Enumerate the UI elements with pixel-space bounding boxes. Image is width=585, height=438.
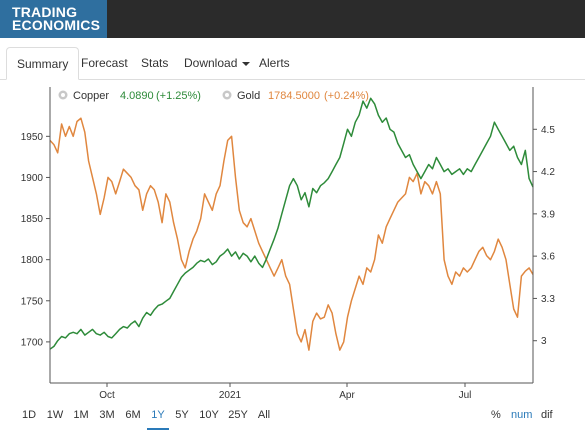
left-tick-label: 1950 [21, 132, 44, 143]
right-tick-label: 4.5 [541, 125, 555, 136]
mode-num[interactable]: num [511, 409, 533, 421]
left-tick-label: 1700 [21, 337, 44, 348]
legend-copper-value: 4.0890 [120, 90, 154, 102]
range-1d[interactable]: 1D [21, 409, 37, 421]
range-bar: 1D 1W 1M 3M 6M 1Y 5Y 10Y 25Y All % num d… [0, 404, 585, 432]
x-tick-label: Apr [339, 390, 355, 401]
range-1m[interactable]: 1M [73, 409, 89, 421]
x-tick-label: 2021 [219, 390, 242, 401]
mode-dif[interactable]: dif [541, 409, 553, 421]
chart-legend: Copper 4.0890 (+1.25%) Gold 1784.5000 (+… [58, 90, 369, 102]
legend-gold-change: (+0.24%) [324, 90, 369, 102]
legend-gold-value: 1784.5000 [268, 90, 320, 102]
brand-line-1: TRADING [12, 4, 78, 20]
tab-bar: Summary Forecast Stats Download Alerts [0, 47, 585, 80]
caret-down-icon [242, 61, 251, 66]
right-tick-label: 3.9 [541, 209, 555, 220]
legend-copper-name: Copper [73, 90, 109, 102]
right-tick-label: 4.2 [541, 167, 555, 178]
x-tick-label: Jul [459, 390, 472, 401]
tab-forecast[interactable]: Forecast [81, 56, 128, 70]
left-tick-label: 1750 [21, 296, 44, 307]
legend-item-copper[interactable]: Copper 4.0890 (+1.25%) [58, 90, 201, 102]
right-tick-label: 3.6 [541, 252, 555, 263]
top-bar: TRADING ECONOMICS [0, 0, 585, 38]
range-all[interactable]: All [257, 409, 271, 421]
left-tick-label: 1900 [21, 173, 44, 184]
tab-summary[interactable]: Summary [6, 47, 80, 80]
right-tick-label: 3.3 [541, 294, 555, 305]
plot-area [49, 97, 534, 351]
range-5y[interactable]: 5Y [175, 409, 189, 421]
tab-download[interactable]: Download [184, 47, 251, 79]
range-1w[interactable]: 1W [46, 409, 64, 421]
brand-line-2: ECONOMICS [12, 17, 101, 33]
x-tick-label: Oct [99, 390, 115, 401]
range-10y[interactable]: 10Y [199, 409, 219, 421]
axes: 1700 1750 1800 1850 1900 1950 3 3.3 3.6 3.9 4.2 4.5… [21, 87, 555, 401]
gold-gear-icon [222, 90, 232, 100]
series-line-gold[interactable] [49, 117, 534, 351]
series-line-copper[interactable] [49, 97, 534, 350]
range-3m[interactable]: 3M [99, 409, 115, 421]
tab-stats[interactable]: Stats [141, 56, 169, 70]
range-25y[interactable]: 25Y [228, 409, 248, 421]
range-1y[interactable]: 1Y [147, 404, 169, 430]
tab-download-label: Download [184, 56, 238, 70]
right-tick-label: 3 [541, 336, 547, 347]
brand-logo[interactable]: TRADING ECONOMICS [0, 0, 107, 38]
left-tick-label: 1800 [21, 255, 44, 266]
legend-gold-name: Gold [237, 90, 260, 102]
price-chart: 1700 1750 1800 1850 1900 1950 3 3.3 3.6 3.9 4.2 4.5… [21, 87, 555, 401]
legend-item-gold[interactable]: Gold 1784.5000 (+0.24%) [222, 90, 369, 102]
mode-percent[interactable]: % [491, 409, 501, 421]
left-tick-label: 1850 [21, 214, 44, 225]
range-6m[interactable]: 6M [125, 409, 141, 421]
tab-alerts[interactable]: Alerts [259, 56, 290, 70]
legend-copper-change: (+1.25%) [156, 90, 201, 102]
copper-gear-icon [58, 90, 68, 100]
